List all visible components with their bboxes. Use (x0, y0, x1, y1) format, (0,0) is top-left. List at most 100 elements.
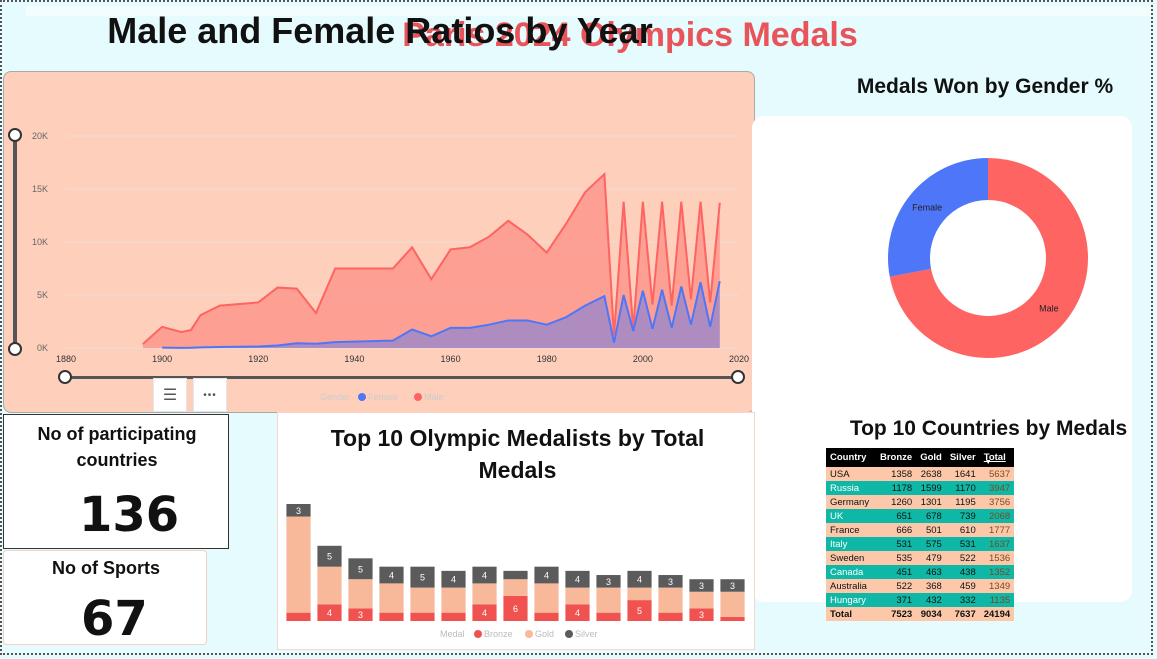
bar-segment-bronze[interactable] (286, 612, 311, 621)
bar-segment-silver[interactable] (596, 575, 621, 588)
medal-count-cell: 1260 (876, 495, 917, 509)
legend-label[interactable]: Gold (535, 629, 554, 639)
bar-segment-bronze[interactable] (565, 604, 590, 621)
bar-segment-silver[interactable] (720, 579, 745, 592)
bar-segment-silver[interactable] (689, 579, 714, 592)
bar-segment-gold[interactable] (286, 516, 311, 613)
bar-segment-bronze[interactable] (596, 612, 621, 621)
bar-data-label: 6 (513, 604, 518, 614)
filter-icon[interactable]: ☰ (153, 378, 187, 412)
male-line (142, 171, 721, 345)
bar-segment-bronze[interactable] (658, 612, 683, 621)
column-header-silver[interactable]: Silver (945, 448, 980, 467)
bar-segment-bronze[interactable] (534, 612, 559, 621)
bar-segment-gold[interactable] (503, 579, 528, 596)
medal-count-cell: 1352 (979, 565, 1015, 579)
bar-segment-silver[interactable] (503, 570, 528, 580)
table-row[interactable]: Sweden 535 479 522 1536 (826, 551, 1015, 565)
donut-slice-female[interactable] (888, 158, 988, 277)
bar-segment-bronze[interactable] (441, 612, 466, 621)
donut-slice-male[interactable] (889, 158, 1088, 358)
bar-segment-gold[interactable] (472, 583, 497, 605)
bar-segment-bronze[interactable] (503, 595, 528, 621)
page-title: Paris 2024 Olympics Medals (402, 16, 858, 54)
bar-segment-gold[interactable] (689, 591, 714, 609)
medal-count-cell: 651 (876, 509, 917, 523)
background-stripe (26, 6, 1151, 16)
x-slider-left-handle[interactable] (58, 370, 72, 384)
bar-data-label: 3 (296, 506, 301, 516)
bar-segment-bronze[interactable] (410, 612, 435, 621)
bar-segment-gold[interactable] (534, 583, 559, 613)
x-slider-right-handle[interactable] (731, 370, 745, 384)
column-header-gold[interactable]: Gold (916, 448, 946, 467)
country-cell: Italy (826, 537, 876, 551)
bar-segment-silver[interactable] (379, 566, 404, 584)
bar-segment-silver[interactable] (534, 566, 559, 584)
bar-segment-silver[interactable] (565, 570, 590, 588)
bar-segment-gold[interactable] (720, 591, 745, 617)
table-row[interactable]: Germany 1260 1301 1195 3756 (826, 495, 1015, 509)
table-row[interactable]: France 666 501 610 1777 (826, 523, 1015, 537)
legend-label[interactable]: Silver (575, 629, 598, 639)
bar-segment-bronze[interactable] (627, 600, 652, 621)
column-header-country[interactable]: Country (826, 448, 876, 467)
bar-data-label: 4 (575, 608, 580, 618)
medal-count-cell: 1599 (916, 481, 946, 495)
x-range-slider[interactable] (66, 376, 739, 379)
bar-segment-bronze[interactable] (720, 616, 745, 621)
medal-count-cell: 1135 (979, 593, 1015, 607)
bar-segment-gold[interactable] (658, 587, 683, 613)
medal-count-cell: 522 (945, 551, 980, 565)
bar-segment-gold[interactable] (379, 583, 404, 613)
bar-segment-gold[interactable] (596, 587, 621, 613)
legend-label[interactable]: Bronze (484, 629, 513, 639)
table-row[interactable]: Hungary 371 432 332 1135 (826, 593, 1015, 607)
bar-segment-bronze[interactable] (317, 604, 342, 621)
bar-segment-gold[interactable] (627, 587, 652, 601)
bar-segment-silver[interactable] (410, 566, 435, 588)
table-row[interactable]: Italy 531 575 531 1637 (826, 537, 1015, 551)
bar-segment-silver[interactable] (286, 504, 311, 517)
bar-segment-silver[interactable] (441, 570, 466, 588)
table-row[interactable]: Russia 1178 1599 1170 3947 (826, 481, 1015, 495)
y-slider-top-handle[interactable] (8, 128, 22, 142)
bar-segment-bronze[interactable] (472, 604, 497, 621)
bar-data-label: 5 (358, 564, 363, 574)
bar-segment-bronze[interactable] (348, 608, 373, 621)
table-row[interactable]: Canada 451 463 438 1352 (826, 565, 1015, 579)
bar-segment-silver[interactable] (317, 545, 342, 567)
more-options-icon[interactable]: ••• (193, 378, 227, 412)
bar-segment-gold[interactable] (317, 566, 342, 605)
x-tick-label: 1920 (248, 354, 268, 364)
totals-cell: 7637 (945, 607, 980, 621)
bar-segment-gold[interactable] (410, 587, 435, 613)
table-row[interactable]: Australia 522 368 459 1349 (826, 579, 1015, 593)
legend-label[interactable]: Female (368, 392, 398, 402)
bar-segment-gold[interactable] (441, 587, 466, 613)
bar-data-label: 3 (606, 577, 611, 587)
bar-segment-gold[interactable] (565, 587, 590, 605)
table-row[interactable]: USA 1358 2638 1641 5637 (826, 467, 1015, 481)
bar-segment-silver[interactable] (348, 558, 373, 580)
area-chart-title: Male and Female Ratios by Year (107, 10, 653, 51)
table-row[interactable]: UK 651 678 739 2068 (826, 509, 1015, 523)
bar-data-label: 4 (482, 608, 487, 618)
y-slider-bottom-handle[interactable] (8, 342, 22, 356)
medalists-bar-chart: 3 4 5 3 5 4 5 4 4 4 6 4 4 4 3 5 4 3 3 3 3 Medal Bronze Gold Silv… (286, 504, 745, 639)
bar-segment-silver[interactable] (627, 570, 652, 588)
bar-segment-silver[interactable] (472, 566, 497, 584)
x-tick-label: 1940 (344, 354, 364, 364)
legend-label[interactable]: Male (424, 392, 444, 402)
bar-segment-bronze[interactable] (689, 608, 714, 621)
medal-count-cell: 332 (945, 593, 980, 607)
y-range-slider[interactable] (13, 133, 17, 347)
medal-count-cell: 2638 (916, 467, 946, 481)
column-header-bronze[interactable]: Bronze (876, 448, 917, 467)
bar-segment-silver[interactable] (658, 575, 683, 588)
medal-count-cell: 610 (945, 523, 980, 537)
country-cell: Sweden (826, 551, 876, 565)
bar-segment-gold[interactable] (348, 579, 373, 609)
bar-segment-bronze[interactable] (379, 612, 404, 621)
column-header-total[interactable]: Total ▼ (979, 448, 1015, 467)
